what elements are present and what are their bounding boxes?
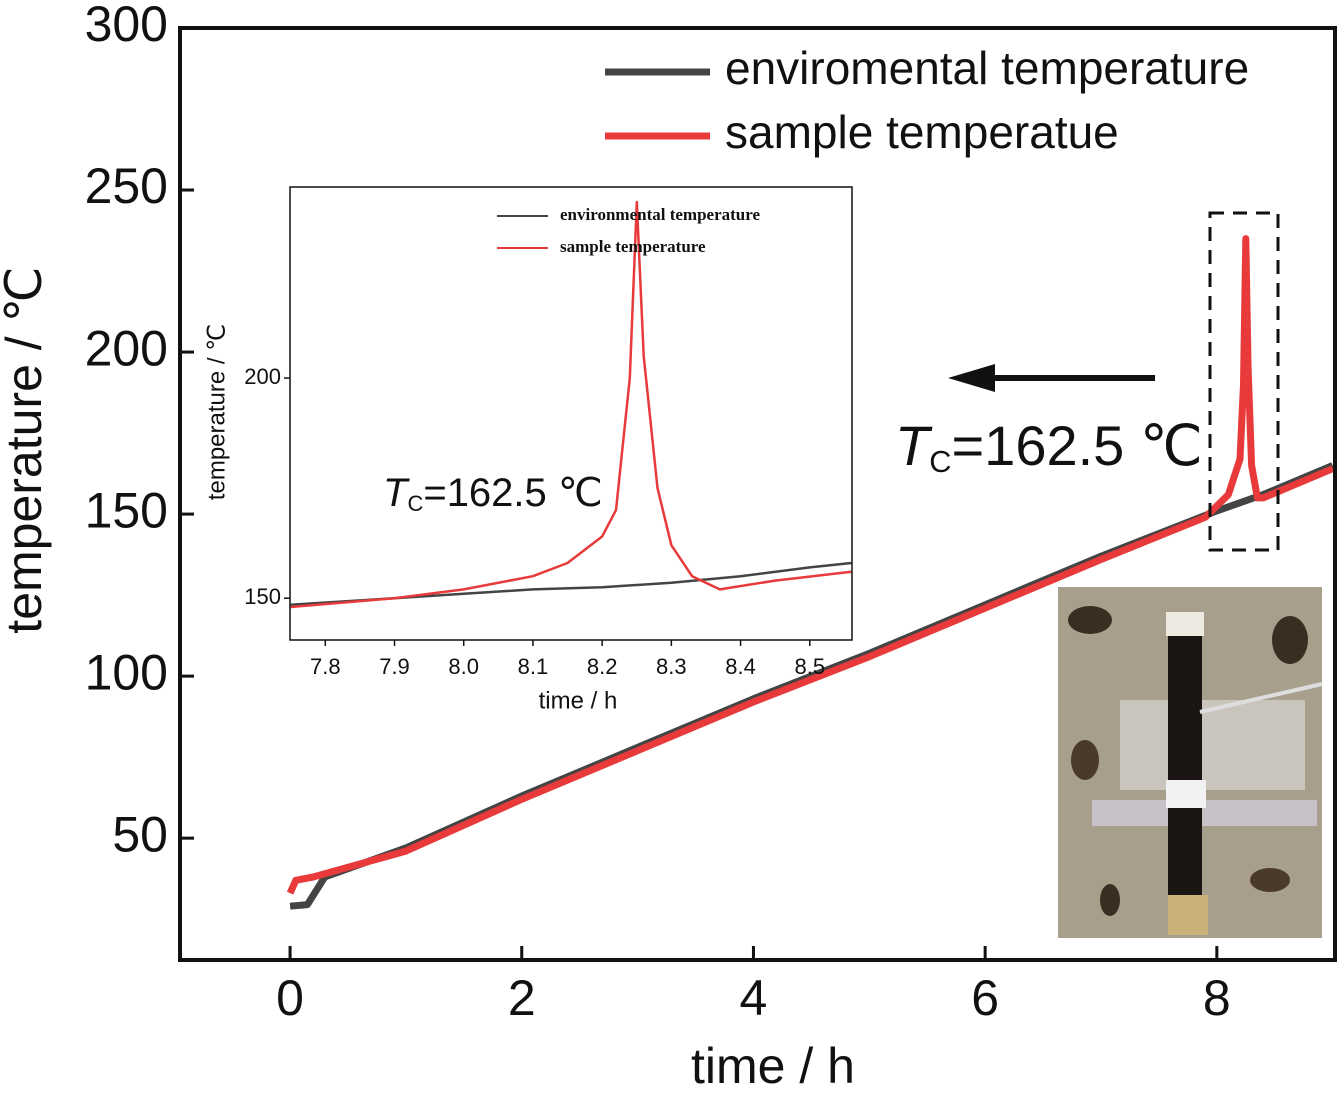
y-tick-label: 150 bbox=[85, 482, 168, 538]
sample-photo bbox=[1058, 587, 1323, 938]
y-tick-label: 250 bbox=[85, 158, 168, 214]
annotation-text: =162.5 ℃ bbox=[951, 414, 1202, 477]
x-tick-label: 7.9 bbox=[379, 654, 410, 679]
inset-chart: 7.8 7.9 8.0 8.1 8.2 8.3 8.4 8.5 150 200 time / h te… bbox=[203, 186, 853, 714]
annotation-symbol: T bbox=[383, 471, 410, 515]
y-axis-label: temperature / ℃ bbox=[203, 324, 230, 500]
y-tick-label: 200 bbox=[244, 364, 281, 389]
legend-label: sample temperature bbox=[560, 237, 706, 256]
annotation-text: =162.5 ℃ bbox=[423, 471, 603, 515]
annotation-symbol: T bbox=[895, 414, 933, 477]
series-line bbox=[290, 200, 852, 609]
legend-label: enviromental temperature bbox=[725, 42, 1249, 94]
x-tick-label: 7.8 bbox=[310, 654, 341, 679]
arrow-head bbox=[948, 364, 995, 392]
legend-label: sample temperatue bbox=[725, 106, 1119, 158]
y-tick-label: 200 bbox=[85, 320, 168, 376]
x-tick-label: 2 bbox=[508, 970, 536, 1026]
highlight-box bbox=[1208, 211, 1280, 552]
x-tick-label: 0 bbox=[276, 970, 304, 1026]
annotation: TC=162.5 ℃ bbox=[383, 471, 603, 516]
y-tick-label: 50 bbox=[112, 806, 168, 862]
x-axis-label: time / h bbox=[539, 687, 618, 714]
inset-background bbox=[290, 187, 852, 640]
x-tick-label: 4 bbox=[740, 970, 768, 1026]
series-line bbox=[286, 235, 1335, 895]
y-tick-label: 100 bbox=[85, 644, 168, 700]
y-tick-label: 300 bbox=[85, 0, 168, 52]
plot-frame bbox=[289, 186, 853, 641]
x-tick-label: 8.5 bbox=[794, 654, 825, 679]
x-tick-label: 6 bbox=[971, 970, 999, 1026]
x-axis-label: time / h bbox=[691, 1038, 855, 1094]
x-tick-label: 8.1 bbox=[518, 654, 549, 679]
annotation-subscript: C bbox=[929, 444, 951, 479]
y-tick-label: 150 bbox=[244, 584, 281, 609]
x-tick-label: 8.0 bbox=[448, 654, 479, 679]
x-tick-label: 8.4 bbox=[725, 654, 756, 679]
x-tick-label: 8 bbox=[1203, 970, 1231, 1026]
legend-label: environmental temperature bbox=[560, 205, 760, 224]
annotation-subscript: C bbox=[407, 491, 423, 516]
annotation: TC=162.5 ℃ bbox=[895, 414, 1203, 479]
plot-frame bbox=[178, 26, 1337, 962]
y-axis-label: temperature / ℃ bbox=[0, 266, 52, 633]
series-line bbox=[290, 561, 852, 607]
x-tick-label: 8.3 bbox=[656, 654, 687, 679]
x-tick-label: 8.2 bbox=[587, 654, 618, 679]
